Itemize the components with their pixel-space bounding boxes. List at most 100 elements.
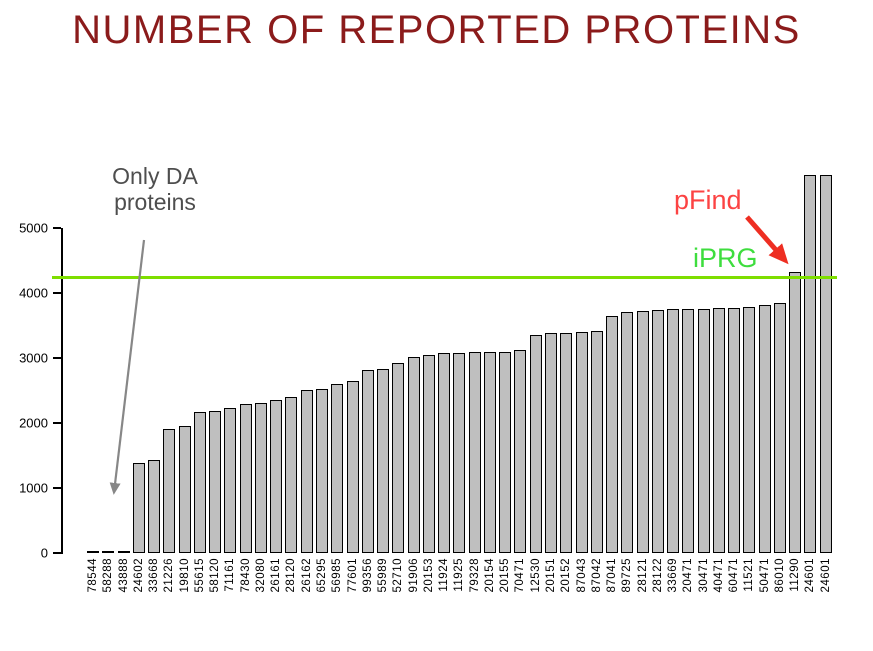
x-tick-label: 30471 [697,558,710,593]
x-tick-label: 28121 [636,558,649,593]
x-tick-label: 77601 [346,558,359,593]
x-axis-labels: 78544 58288 43888 24602 33668 21226 19810 55615… [87,558,832,610]
bar-77601 [346,381,359,553]
bars-plot-area [87,170,832,553]
bar-87043 [575,332,588,553]
bar-65295 [315,389,328,553]
annotation-only-da-line1: Only DA [112,163,198,189]
y-tick-label: 3000 [19,350,48,366]
bar-12530 [529,335,542,553]
y-tick-mark [53,292,61,294]
x-tick-label: 87043 [575,558,588,593]
x-tick-label: 40471 [712,558,725,593]
x-tick-label: 56985 [331,558,344,593]
x-tick-label: 11521 [743,558,756,592]
bar-20153 [422,355,435,553]
x-tick-label: 28120 [285,558,298,593]
x-tick-label: 78544 [87,558,99,593]
x-tick-label: 32080 [254,558,267,593]
bar-32080 [254,403,267,553]
x-tick-label: 26161 [270,558,283,593]
x-tick-label: 12530 [529,558,542,593]
bar-24601 [804,175,817,553]
bar-40471 [712,308,725,553]
x-tick-label: 52710 [392,558,405,593]
x-tick-label: 58288 [102,558,115,593]
bar-60471 [728,308,741,553]
x-tick-label: 86010 [773,558,786,593]
bar-78430 [239,404,252,553]
annotation-pfind-label: pFind [674,185,742,215]
y-tick-label: 5000 [19,220,48,236]
bar-30471 [697,309,710,553]
bar-58288 [102,551,115,553]
y-tick-mark [53,487,61,489]
x-tick-label: 20151 [544,558,557,593]
annotation-only-da-line2: proteins [114,189,196,216]
bar-20154 [483,352,496,553]
bar-20152 [560,333,573,553]
bar-71161 [224,408,237,553]
x-tick-label: 33669 [667,558,680,593]
x-tick-label: 11290 [789,558,802,592]
bar-11521 [743,307,756,553]
x-tick-label: 55989 [377,558,390,593]
bar-28122 [651,310,664,553]
bar-91906 [407,357,420,553]
x-tick-label: 55615 [193,558,206,593]
bar-55989 [377,369,390,553]
bar-55615 [193,412,206,553]
x-tick-label: 99356 [361,558,374,593]
bar-24601 [819,175,832,553]
bar-87042 [590,331,603,553]
x-tick-label: 71161 [224,558,237,592]
bar-70471 [514,350,527,553]
bar-20471 [682,309,695,553]
bar-20155 [499,352,512,553]
bar-50471 [758,305,771,553]
x-tick-label: 21226 [163,558,176,593]
bar-20151 [544,333,557,553]
x-tick-label: 91906 [407,558,420,593]
bar-86010 [773,303,786,553]
bar-33669 [667,309,680,553]
x-tick-label: 60471 [728,558,741,593]
x-tick-label: 20154 [483,558,496,593]
x-tick-label: 28122 [651,558,664,593]
x-tick-label: 20152 [560,558,573,593]
bar-19810 [178,426,191,553]
bar-43888 [117,551,130,553]
iprg-reference-line [52,276,837,279]
y-tick-mark [53,357,61,359]
x-tick-label: 11924 [438,558,451,592]
x-tick-label: 24601 [804,558,817,593]
x-tick-label: 33668 [148,558,161,593]
x-tick-label: 24601 [819,558,832,593]
x-tick-label: 20471 [682,558,695,593]
bar-87041 [606,316,619,553]
bar-11924 [438,353,451,553]
y-tick-label: 2000 [19,415,48,431]
x-tick-label: 26162 [300,558,313,593]
y-tick-mark [53,227,61,229]
x-tick-label: 20155 [499,558,512,593]
bar-33668 [148,460,161,553]
bar-21226 [163,429,176,553]
x-tick-label: 87041 [606,558,619,593]
x-tick-label: 11925 [453,558,466,592]
bar-58120 [209,411,222,553]
bar-56985 [331,384,344,553]
x-tick-label: 50471 [758,558,771,593]
bar-99356 [361,370,374,553]
annotation-only-da: Only DA proteins [96,163,214,216]
x-tick-label: 19810 [178,558,191,593]
x-tick-label: 58120 [209,558,222,593]
y-tick-label: 0 [40,545,48,561]
y-tick-mark [53,422,61,424]
bar-24602 [132,463,145,553]
x-tick-label: 20153 [422,558,435,593]
bar-78544 [87,551,99,553]
bar-28121 [636,311,649,553]
x-tick-label: 87042 [590,558,603,593]
